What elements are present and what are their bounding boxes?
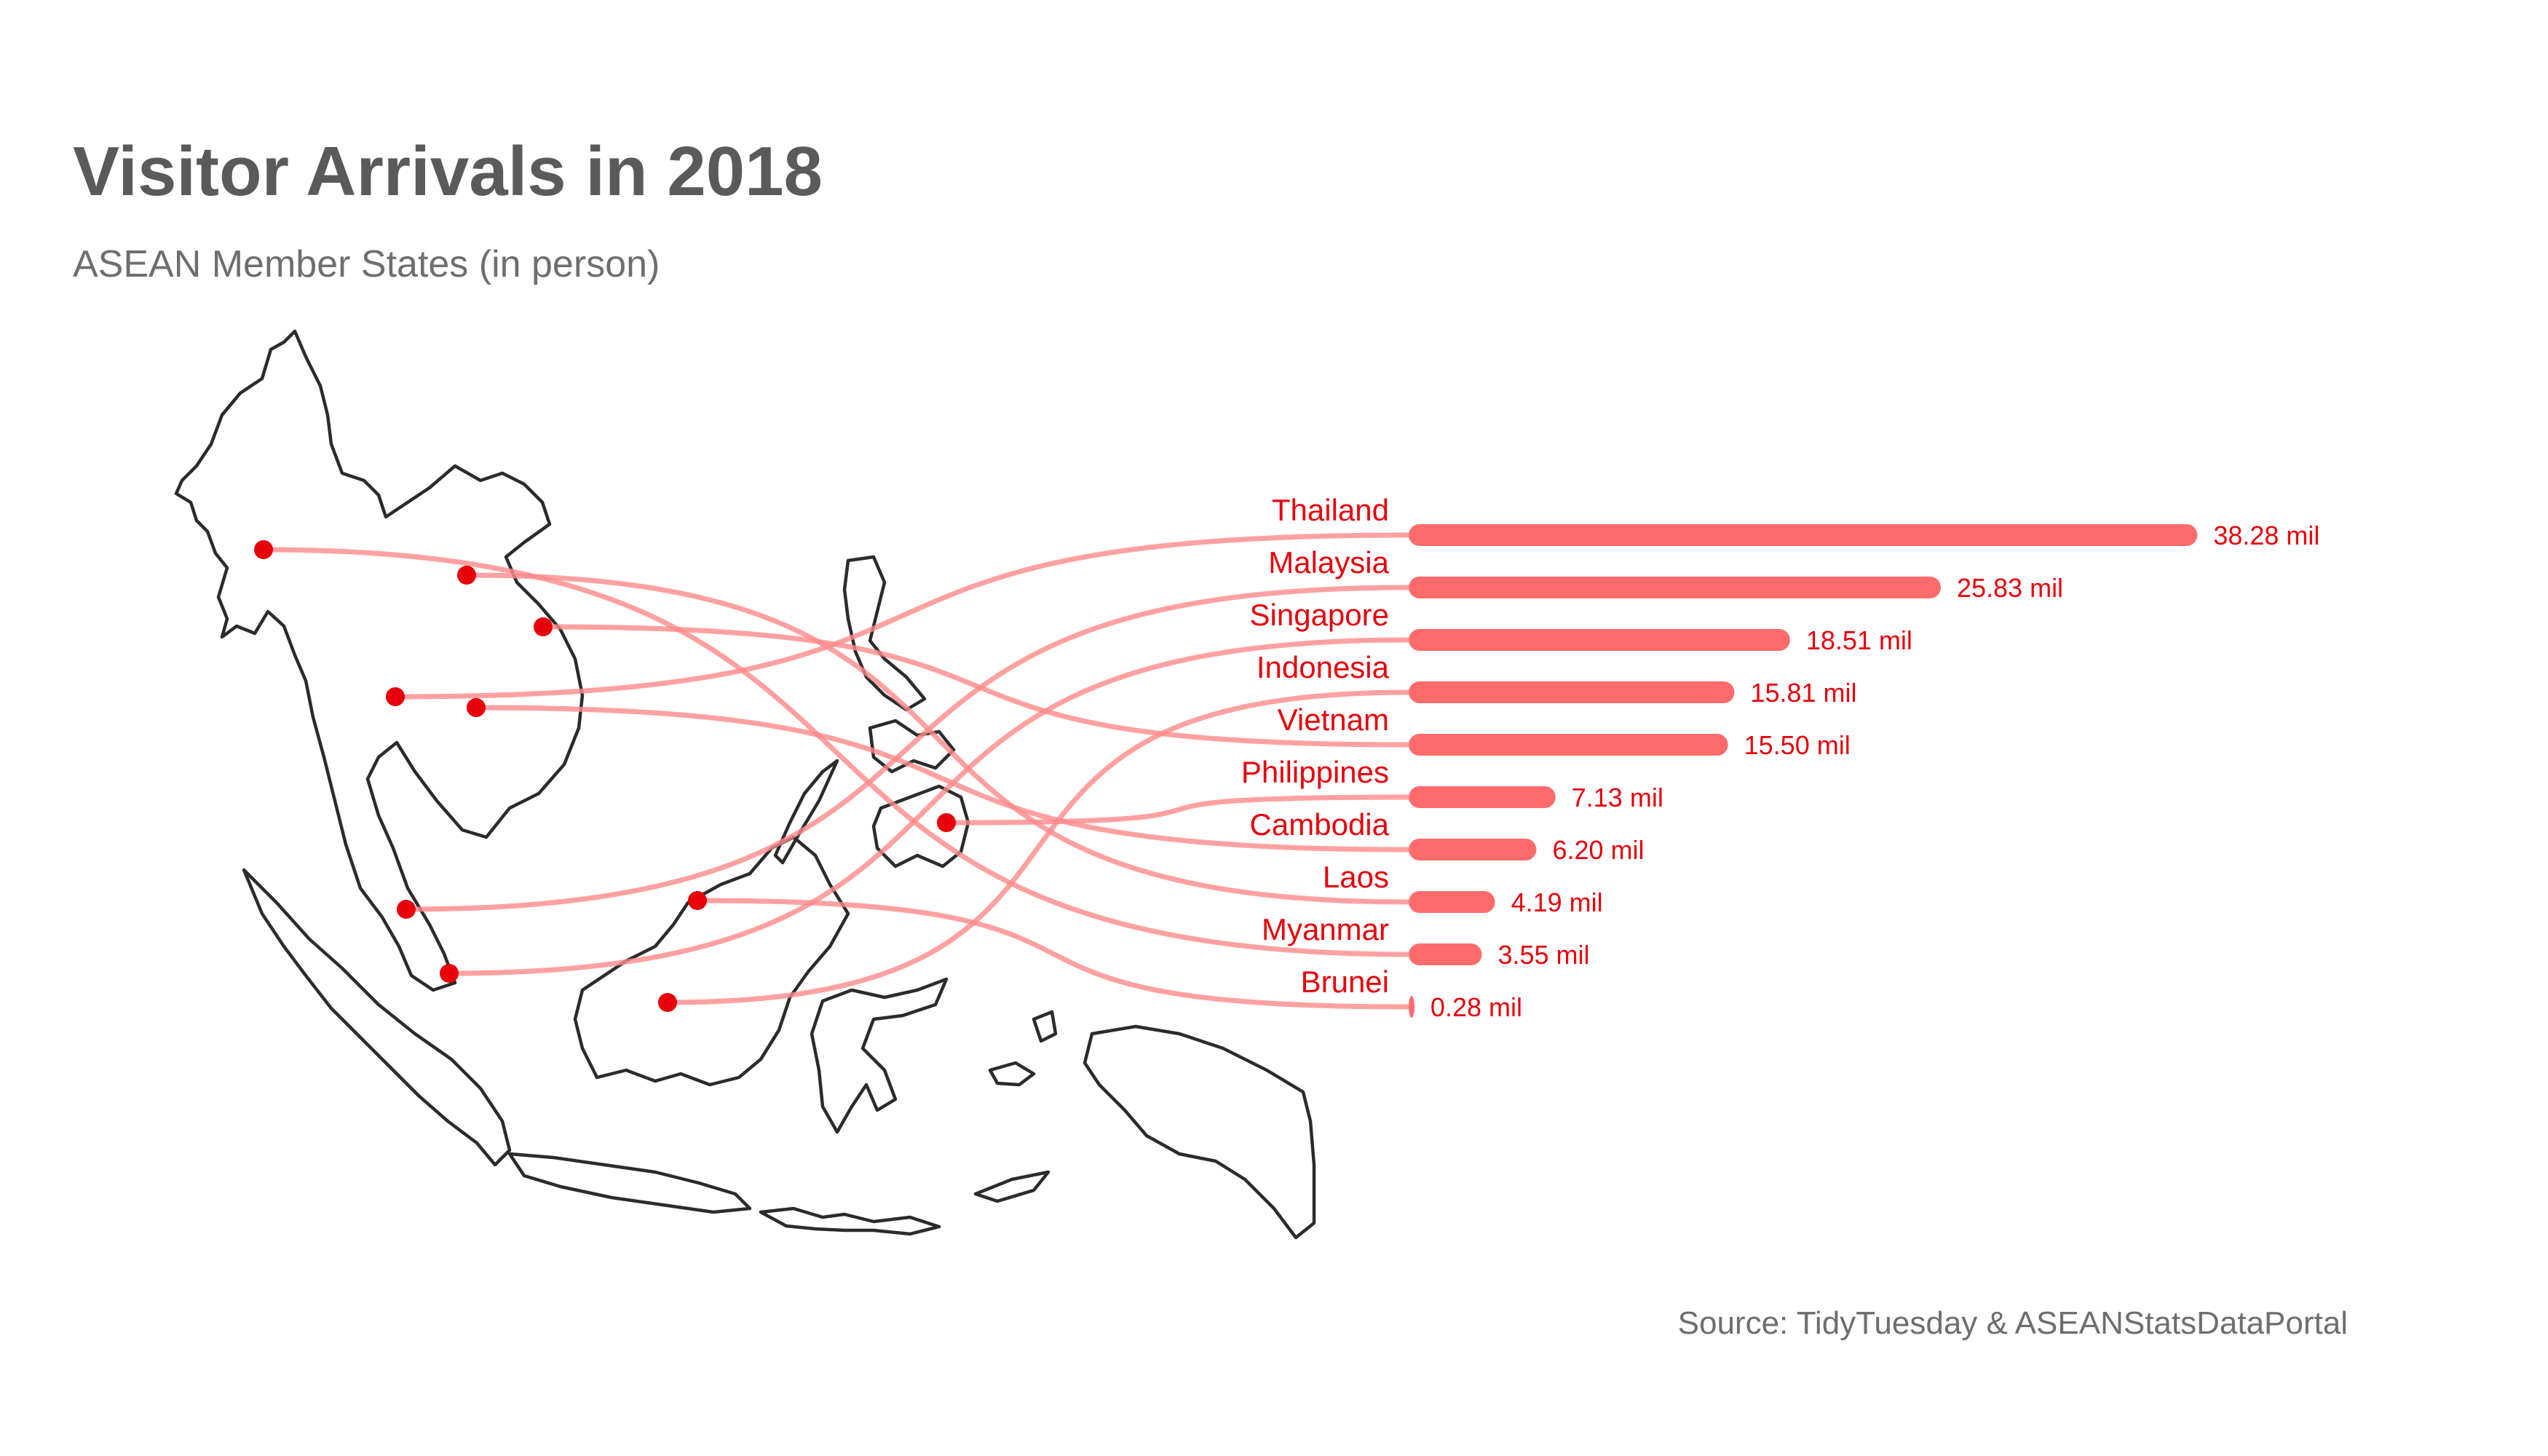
borneo-island <box>573 835 850 1087</box>
country-points <box>254 540 956 1012</box>
country-label-vietnam: Vietnam <box>1278 703 1389 737</box>
value-labels: 38.28 mil 25.83 mil 18.51 mil 15.81 mil 15.5… <box>1431 521 2319 1022</box>
point-philippines <box>937 813 956 832</box>
country-label-cambodia: Cambodia <box>1250 807 1390 842</box>
bar-malaysia <box>1409 577 1941 598</box>
bar-indonesia <box>1409 681 1735 703</box>
point-laos <box>457 566 476 585</box>
country-label-indonesia: Indonesia <box>1257 650 1390 684</box>
value-label-cambodia: 6.20 mil <box>1552 835 1644 865</box>
source-note: Source: TidyTuesday & ASEANStatsDataPort… <box>1678 1305 2348 1341</box>
country-label-thailand: Thailand <box>1272 493 1389 527</box>
bar-laos <box>1409 891 1495 913</box>
chart-subtitle: ASEAN Member States (in person) <box>73 243 660 285</box>
connector-lines <box>263 532 1409 1010</box>
bar-cambodia <box>1409 839 1537 860</box>
new-guinea-island <box>1083 1024 1316 1240</box>
southeast-asia-map <box>174 329 1316 1240</box>
mindanao-island <box>871 784 970 869</box>
bar-vietnam <box>1409 734 1728 756</box>
point-indonesia <box>658 993 677 1012</box>
visayas-islands <box>868 719 956 774</box>
country-label-brunei: Brunei <box>1301 965 1389 999</box>
maluku-islands <box>988 1010 1058 1087</box>
mainland-coastline <box>174 329 585 992</box>
connector-myanmar <box>263 547 1409 957</box>
country-labels: Thailand Malaysia Singapore Indonesia Vietna… <box>1241 493 1390 999</box>
point-cambodia <box>467 698 486 717</box>
lesser-sunda-islands <box>759 1206 941 1236</box>
value-label-malaysia: 25.83 mil <box>1957 573 2063 603</box>
point-brunei <box>688 891 707 910</box>
point-malaysia <box>397 900 416 919</box>
value-label-singapore: 18.51 mil <box>1806 625 1912 655</box>
connector-singapore <box>448 637 1409 976</box>
chart-title: Visitor Arrivals in 2018 <box>73 132 823 210</box>
country-label-malaysia: Malaysia <box>1268 545 1389 579</box>
point-singapore <box>440 964 459 983</box>
bar-singapore <box>1409 629 1790 651</box>
palawan-island <box>773 759 839 865</box>
timor-island <box>973 1170 1051 1203</box>
connector-thailand <box>395 532 1409 700</box>
bar-philippines <box>1409 786 1556 808</box>
value-label-thailand: 38.28 mil <box>2213 521 2319 550</box>
luzon-island <box>842 555 927 712</box>
value-label-vietnam: 15.50 mil <box>1744 730 1851 760</box>
value-label-indonesia: 15.81 mil <box>1750 678 1856 708</box>
java-island <box>507 1152 752 1214</box>
value-label-brunei: 0.28 mil <box>1431 992 1522 1022</box>
bar-brunei <box>1409 996 1415 1018</box>
connector-cambodia <box>475 705 1409 852</box>
value-label-philippines: 7.13 mil <box>1572 783 1663 812</box>
bars <box>1409 524 2198 1018</box>
point-thailand <box>386 687 405 706</box>
country-label-philippines: Philippines <box>1241 755 1389 789</box>
country-label-singapore: Singapore <box>1250 598 1389 632</box>
connector-philippines <box>946 794 1409 826</box>
connector-laos <box>466 572 1409 905</box>
country-label-myanmar: Myanmar <box>1262 912 1389 946</box>
value-label-myanmar: 3.55 mil <box>1497 940 1589 970</box>
connector-malaysia <box>405 585 1409 912</box>
connector-indonesia <box>667 689 1409 1005</box>
point-myanmar <box>254 540 273 559</box>
sumatra-island <box>242 868 512 1167</box>
connector-brunei <box>697 898 1409 1010</box>
country-label-laos: Laos <box>1323 860 1389 894</box>
point-vietnam <box>534 617 553 636</box>
bar-myanmar <box>1409 943 1482 965</box>
bar-thailand <box>1409 524 2198 546</box>
value-label-laos: 4.19 mil <box>1511 887 1603 917</box>
sulawesi-island <box>810 977 949 1134</box>
connector-vietnam <box>542 624 1409 748</box>
